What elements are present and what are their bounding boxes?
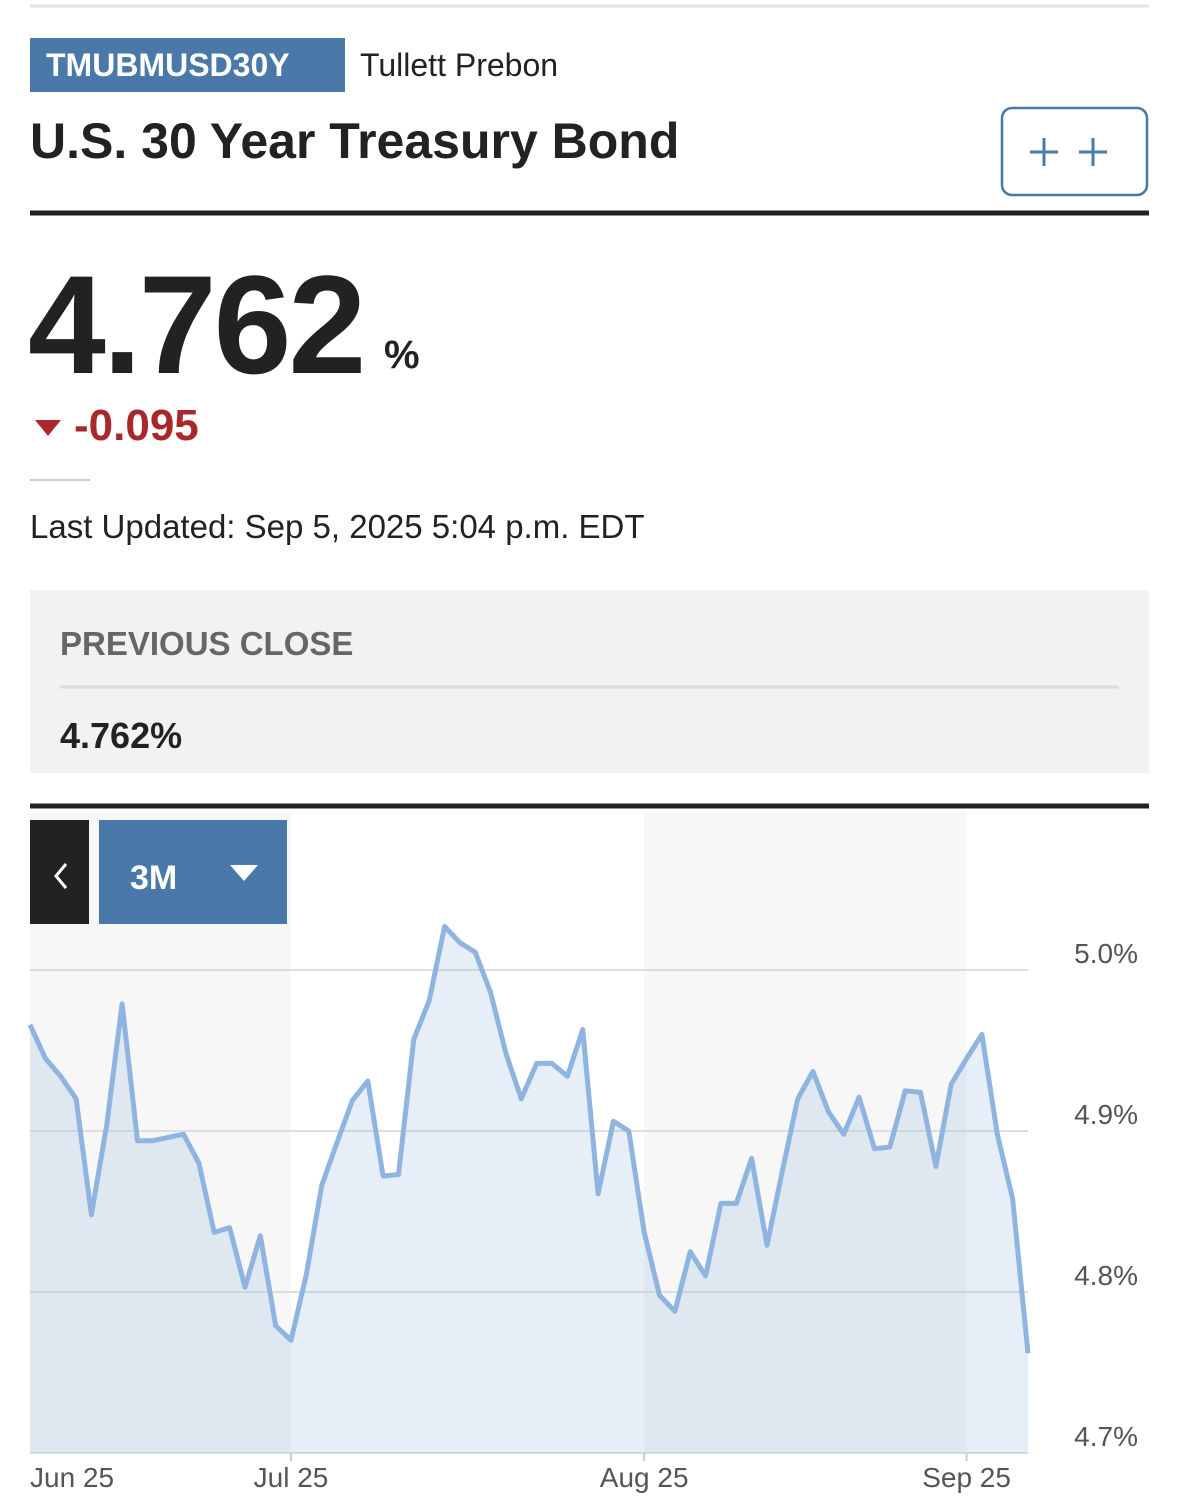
chart: 4.7% 4.8% 4.9% 5.0% Jun 25 Jul 25 Aug 25 Sep 25: [27, 812, 1138, 1493]
x-tick-label: Jul 25: [254, 1462, 329, 1493]
price: 4.762: [28, 246, 363, 403]
source: Tullett Prebon: [360, 47, 558, 83]
chart-controls: 3M: [30, 820, 287, 924]
range-label[interactable]: 3M: [130, 859, 177, 897]
area: [30, 926, 1028, 1453]
title: U.S. 30 Year Treasury Bond: [30, 113, 679, 169]
back-chevron[interactable]: [54, 863, 68, 889]
range-caret[interactable]: [230, 865, 258, 881]
y-tick-label: 4.9%: [1074, 1099, 1138, 1130]
price-unit: %: [384, 333, 420, 377]
down-arrow: [35, 420, 61, 436]
plus-icons[interactable]: [1030, 138, 1107, 166]
last-updated: Last Updated: Sep 5, 2025 5:04 p.m. EDT: [30, 508, 645, 545]
previous-close-box: [30, 590, 1149, 773]
y-tick-label: 4.7%: [1074, 1421, 1138, 1452]
range-selector[interactable]: [99, 820, 287, 924]
ticker[interactable]: TMUBMUSD30Y: [46, 47, 290, 83]
x-tick-label: Sep 25: [922, 1462, 1011, 1493]
button-frame[interactable]: [1000, 106, 1149, 197]
y-tick-label: 5.0%: [1074, 938, 1138, 969]
month-band: [644, 812, 967, 1453]
line: [27, 924, 1031, 1354]
add-button[interactable]: [1000, 106, 1149, 197]
y-tick-label: 4.8%: [1074, 1260, 1138, 1291]
change: -0.095: [74, 401, 199, 450]
previous-close-label: PREVIOUS CLOSE: [60, 625, 353, 662]
previous-close-value: 4.762%: [60, 715, 182, 756]
x-tick-label: Jun 25: [30, 1462, 114, 1493]
ticker-badge[interactable]: [30, 38, 345, 92]
x-tick-label: Aug 25: [600, 1462, 689, 1493]
